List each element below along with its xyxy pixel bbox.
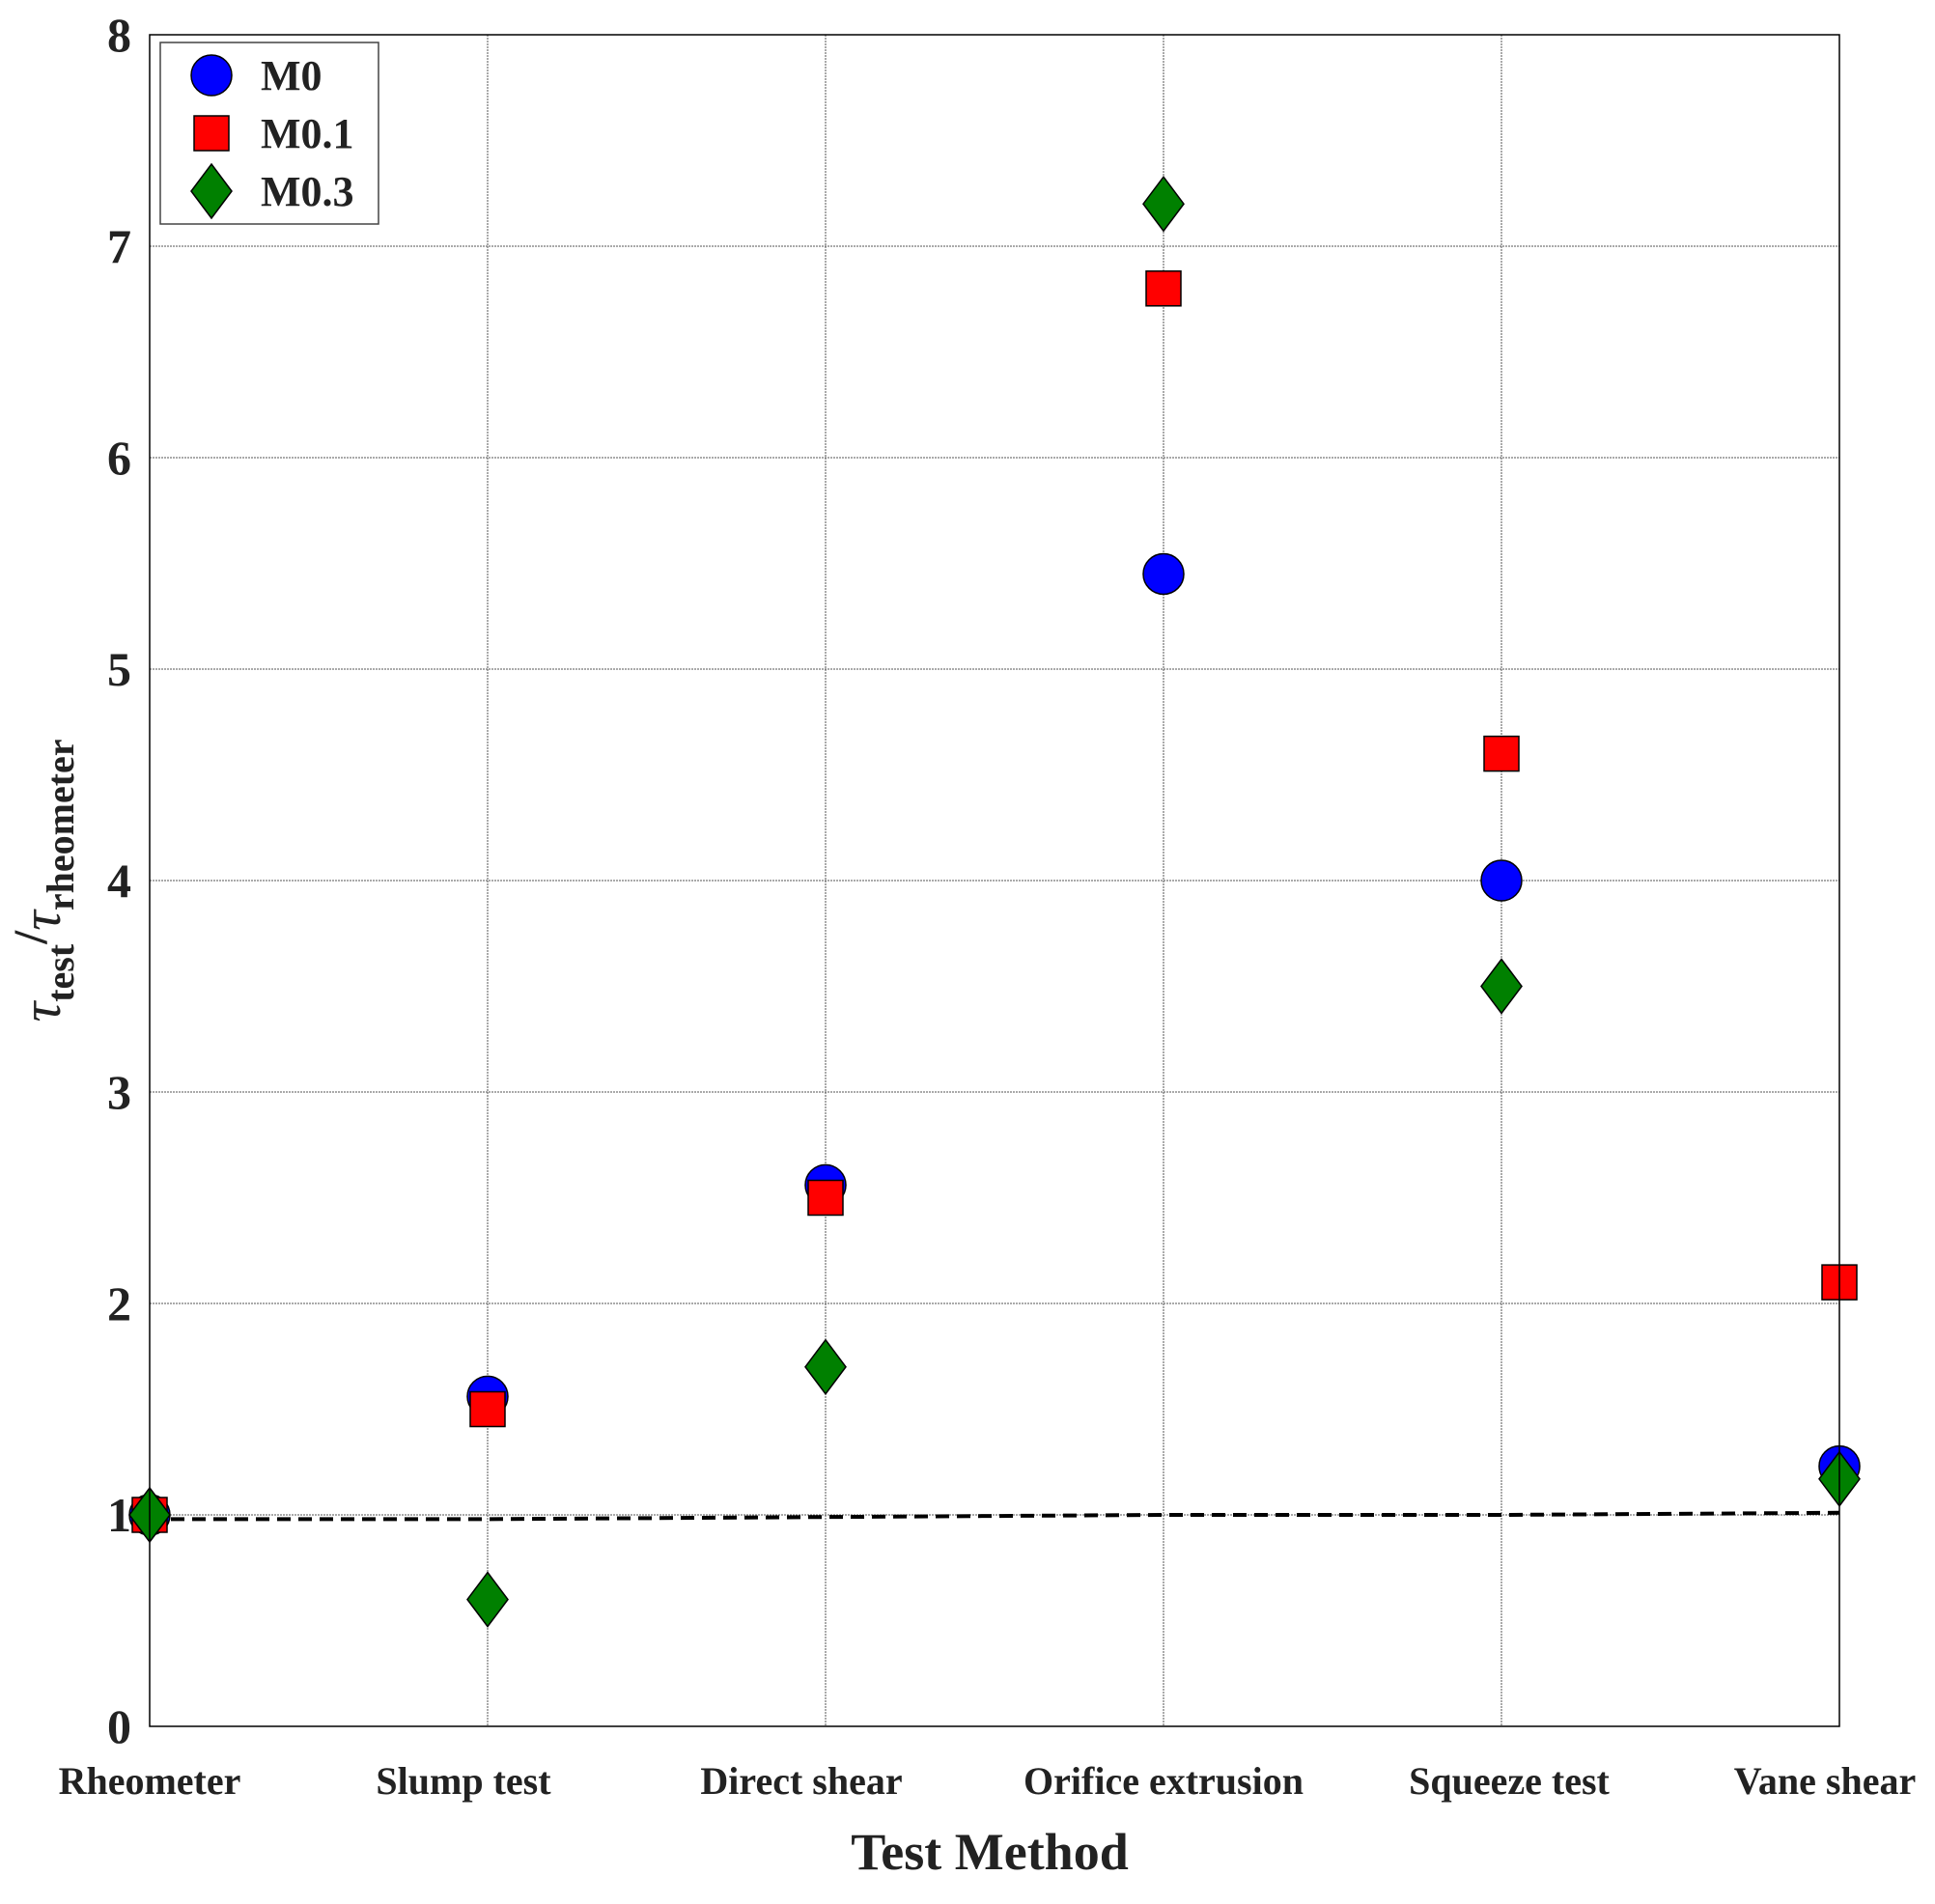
svg-text:τtest/τrheometer: τtest/τrheometer [3, 739, 82, 1022]
y-tick-label: 5 [107, 642, 131, 696]
y-tick-label: 0 [107, 1699, 131, 1753]
plot-frame [149, 34, 1840, 1727]
x-tick-labels: Rheometer Slump test Direct shear Orifice e… [59, 1759, 1917, 1803]
y-tick-label: 7 [107, 219, 131, 273]
point-m0-1-1 [469, 1390, 506, 1428]
legend-marker-m0 [190, 54, 233, 97]
point-m0-3-4 [1480, 958, 1523, 1015]
x-tick-label: Orifice extrusion [1024, 1759, 1304, 1803]
x-axis-title: Test Method [851, 1823, 1129, 1881]
y-tick-label: 1 [107, 1488, 131, 1542]
point-m0-1-4 [1483, 735, 1520, 772]
legend-label: M0 [261, 52, 322, 99]
point-m0-1-3 [1145, 270, 1182, 307]
y-axis-sep: / [3, 930, 57, 945]
y-tick-label: 4 [107, 854, 131, 908]
reference-dashed-line [150, 1510, 1840, 1522]
y-axis-title: τtest/τrheometer [3, 739, 82, 1022]
x-tick-label: Direct shear [700, 1759, 902, 1803]
x-tick-label: Rheometer [59, 1759, 241, 1803]
legend-marker-m0-1 [193, 115, 230, 152]
y-tick-label: 8 [107, 8, 131, 62]
point-m0-1-2 [807, 1179, 844, 1217]
point-m0-3 [1142, 552, 1185, 596]
y-axis-tau-2: τ [10, 909, 72, 931]
y-tick-label: 6 [107, 431, 131, 485]
y-axis-sub-rheometer: rheometer [39, 739, 82, 910]
x-tick-label: Vane shear [1734, 1759, 1917, 1803]
y-tick-label: 2 [107, 1276, 131, 1330]
point-m0-3-2 [804, 1338, 847, 1395]
y-tick-labels: 0 1 2 3 4 5 6 7 8 [107, 8, 131, 1753]
legend-label: M0.3 [261, 168, 354, 215]
x-tick-label: Slump test [376, 1759, 551, 1803]
point-m0-3-3 [1142, 175, 1185, 233]
legend-label: M0.1 [261, 110, 354, 157]
legend: M0 M0.1 M0.3 [159, 42, 379, 225]
y-axis-sub-test: test [39, 943, 82, 1002]
y-tick-label: 3 [107, 1065, 131, 1119]
y-axis-tau-1: τ [10, 1000, 72, 1022]
reference-line [150, 1510, 1840, 1522]
legend-marker-m0-3 [190, 162, 233, 220]
x-tick-label: Squeeze test [1409, 1759, 1610, 1803]
point-m0-3-1 [466, 1571, 509, 1628]
point-m0-4 [1480, 859, 1523, 902]
